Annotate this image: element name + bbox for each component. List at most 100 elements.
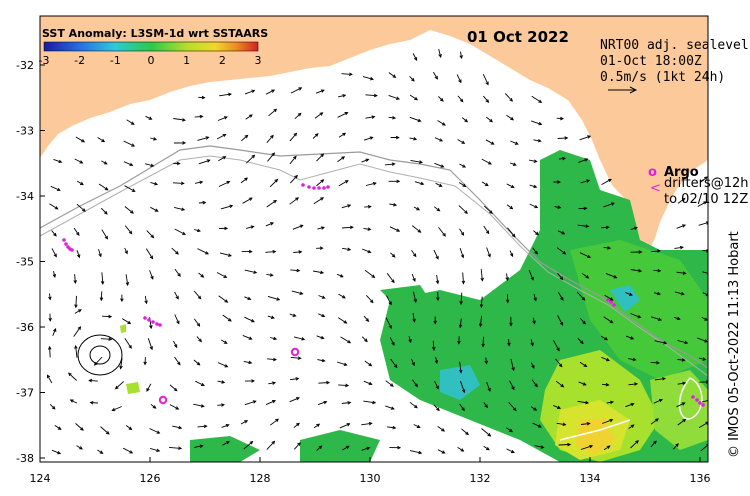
current-arrow [479,296,484,309]
current-arrow [411,273,416,283]
current-arrow [100,207,108,215]
argo-float-marker [290,347,300,357]
current-arrow [240,177,248,184]
current-arrow [677,197,686,204]
current-arrow [697,337,708,343]
current-arrow [478,315,483,328]
current-arrow [337,317,348,324]
current-arrow [676,402,686,408]
current-arrow [88,378,98,383]
current-arrow [674,291,685,296]
current-arrow [269,178,279,188]
current-arrow [390,135,400,140]
current-arrow [290,268,301,273]
colorbar-tick-label: -3 [39,54,50,67]
current-arrow [124,247,128,255]
argo-float-marker [158,395,168,405]
current-arrow [481,181,489,187]
current-arrow [438,227,446,237]
current-arrow [124,206,134,214]
current-arrow [653,268,662,273]
y-tick-label: -37 [16,387,34,400]
current-arrow [193,228,201,233]
current-arrow [601,335,609,341]
current-arrow [219,226,229,231]
current-arrow [578,206,588,211]
current-arrow [318,380,331,385]
current-arrow [653,398,663,404]
current-arrow [98,249,102,258]
current-arrow [241,134,249,142]
current-arrow [558,442,572,447]
current-arrow [389,445,402,450]
current-arrow [218,295,229,303]
current-arrow [506,183,515,189]
current-arrow [269,418,279,426]
current-arrow [437,426,446,432]
current-arrow [361,336,368,343]
current-arrow [510,162,517,166]
current-arrow [47,345,52,358]
current-arrow [147,338,153,351]
current-arrow [630,313,642,319]
current-arrow [317,226,325,230]
current-arrow [265,89,276,95]
current-arrow [169,384,178,392]
current-arrow [654,340,668,345]
current-arrow [434,380,439,390]
current-arrow [362,248,372,254]
current-arrow [289,132,298,142]
current-arrow [556,422,567,427]
current-arrow [504,93,513,102]
current-arrow [414,181,425,186]
current-arrow [558,292,564,301]
current-arrow [480,269,484,282]
current-arrow [530,339,534,347]
current-arrow [313,423,321,429]
argo-legend-marker: o [648,165,657,180]
current-arrow [676,271,687,275]
current-arrow [409,116,422,122]
current-arrow [481,428,492,437]
current-arrow [145,248,154,260]
current-arrow [363,380,373,386]
current-arrow [532,317,536,325]
current-arrow [313,270,325,275]
x-tick-label: 136 [690,472,711,485]
current-vectors [46,48,708,455]
current-arrow [217,116,228,121]
drifter-position [695,398,699,402]
current-arrow [313,197,325,205]
current-arrow [120,294,124,303]
current-arrow [363,400,377,405]
current-arrow [125,274,130,287]
current-arrow [483,225,490,235]
y-tick-label: -36 [16,321,34,334]
current-arrow [433,404,440,412]
current-arrow [698,357,707,361]
current-arrow [673,316,681,321]
current-arrow [630,440,639,449]
y-tick-label: -33 [16,125,34,138]
current-arrow [293,442,301,450]
current-arrow [534,445,545,449]
current-arrow [338,383,350,388]
current-arrow [316,153,325,162]
current-arrow [293,422,300,429]
current-arrow [48,313,52,322]
current-arrow [530,120,543,126]
current-arrow [195,380,205,386]
current-arrow [121,318,132,325]
current-arrow [194,180,204,185]
drifter-tracks [62,183,705,407]
current-arrow [509,316,513,327]
current-arrow [486,116,493,123]
current-arrow [197,248,210,255]
current-arrow [388,116,397,120]
current-arrow [698,421,708,428]
current-arrow [145,115,153,120]
current-arrow [702,271,708,276]
drifter-position [691,395,695,399]
current-arrow [437,120,446,126]
current-arrow [337,156,346,163]
